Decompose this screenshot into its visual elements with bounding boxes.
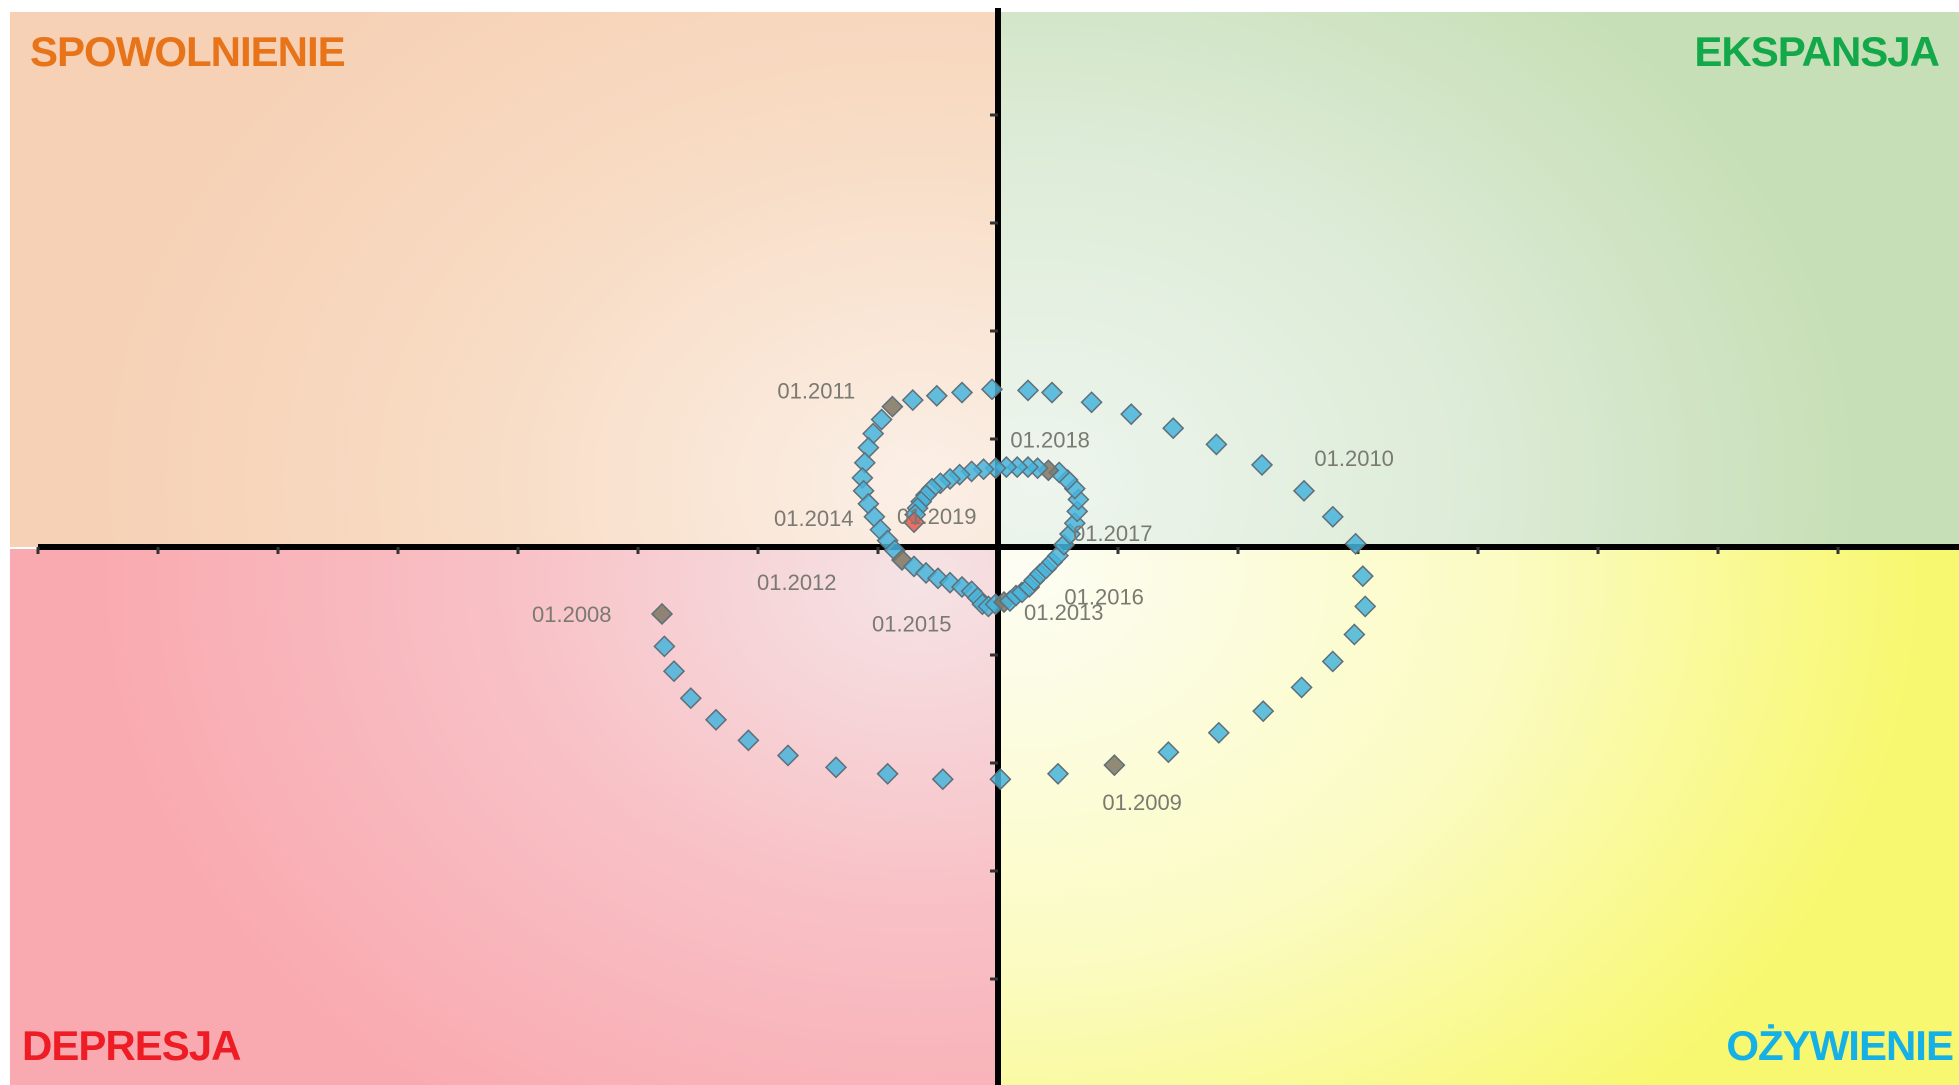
data-point bbox=[1292, 479, 1316, 502]
data-label: 01.2014 bbox=[774, 506, 854, 531]
data-point bbox=[1354, 595, 1377, 618]
data-label: 01.2013 bbox=[1024, 600, 1104, 625]
data-point bbox=[1120, 403, 1143, 426]
data-point bbox=[1046, 762, 1070, 785]
data-point bbox=[1343, 623, 1366, 646]
data-point bbox=[925, 384, 948, 407]
data-point bbox=[1252, 700, 1275, 723]
data-label: 01.2015 bbox=[872, 612, 952, 637]
data-point bbox=[881, 395, 904, 418]
quadrant-label-ekspansja: EKSPANSJA bbox=[1694, 28, 1940, 75]
data-label: 01.2016 bbox=[1064, 585, 1144, 610]
data-point bbox=[931, 768, 954, 791]
data-point bbox=[653, 635, 676, 658]
data-point bbox=[1351, 565, 1374, 588]
quadrant-ozywienie-background bbox=[1000, 549, 1959, 1085]
data-point bbox=[1250, 453, 1274, 476]
data-point bbox=[980, 378, 1004, 401]
data-point bbox=[737, 729, 760, 752]
data-point bbox=[1162, 417, 1185, 440]
data-label: 01.2010 bbox=[1314, 446, 1394, 471]
data-label: 01.2017 bbox=[1073, 521, 1153, 546]
data-point bbox=[704, 708, 728, 731]
quadrant-label-ozywienie: OŻYWIENIE bbox=[1726, 1022, 1954, 1069]
data-label: 01.2009 bbox=[1102, 790, 1182, 815]
quadrant-depresja-background bbox=[10, 549, 996, 1085]
data-point bbox=[902, 511, 926, 534]
data-label: 01.2008 bbox=[532, 602, 612, 627]
data-point bbox=[1321, 505, 1344, 528]
quadrant-label-spowolnienie: SPOWOLNIENIE bbox=[30, 28, 346, 75]
data-point bbox=[1207, 721, 1230, 744]
data-point bbox=[650, 602, 674, 626]
data-point bbox=[950, 381, 974, 404]
data-point bbox=[876, 762, 899, 785]
quadrant-spowolnienie-background bbox=[10, 12, 996, 547]
data-point bbox=[1103, 754, 1126, 777]
data-point bbox=[1157, 741, 1180, 764]
data-point bbox=[679, 687, 702, 710]
data-point bbox=[662, 660, 686, 683]
data-label: 01.2011 bbox=[777, 379, 855, 404]
data-point bbox=[1205, 433, 1228, 456]
data-point bbox=[901, 389, 924, 412]
data-label: 01.2018 bbox=[1010, 427, 1090, 452]
data-point bbox=[776, 744, 800, 767]
quadrant-ekspansja-background bbox=[1000, 12, 1959, 547]
data-point bbox=[1344, 532, 1367, 555]
data-point bbox=[989, 768, 1012, 791]
data-point bbox=[824, 756, 848, 779]
data-point bbox=[1016, 379, 1040, 402]
data-label: 01.2019 bbox=[897, 504, 977, 529]
data-point bbox=[1080, 391, 1103, 414]
quadrant-label-depresja: DEPRESJA bbox=[22, 1022, 241, 1069]
data-point bbox=[1321, 650, 1344, 673]
data-point bbox=[1290, 676, 1313, 699]
data-label: 01.2012 bbox=[757, 570, 837, 595]
data-point bbox=[1040, 381, 1064, 404]
data-point bbox=[870, 408, 893, 431]
